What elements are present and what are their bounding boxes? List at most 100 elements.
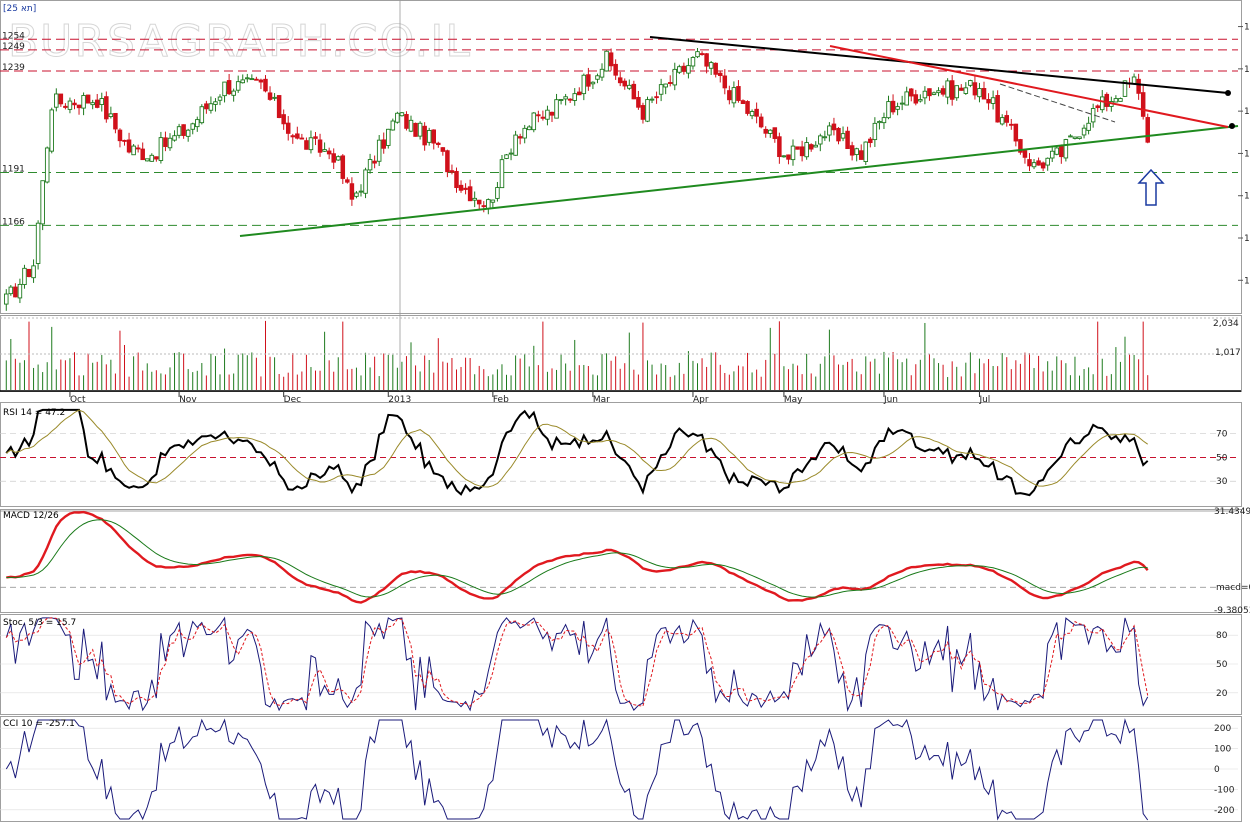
candle-body: [608, 52, 614, 67]
candle-body: [172, 135, 177, 141]
level-label-1239: 1239: [2, 63, 25, 73]
candle-body: [918, 99, 923, 102]
candle-body: [722, 75, 728, 89]
price-tick-label: 1,260: [1244, 23, 1250, 33]
macd-line: [6, 510, 1149, 604]
candle-body: [495, 187, 500, 199]
candle-body: [690, 57, 696, 67]
candle-body: [1095, 105, 1100, 109]
candle-body: [1104, 93, 1110, 107]
stoch-d-line: [5, 617, 1149, 707]
candle-body: [695, 51, 700, 58]
candle-body: [627, 84, 632, 89]
month-label: Apr: [693, 395, 709, 405]
candle-body: [1099, 96, 1105, 111]
candle-body: [904, 91, 909, 106]
volume-tick-label: 2,034: [1213, 319, 1239, 329]
candle-body: [931, 92, 937, 95]
candle-body: [622, 80, 628, 87]
candle-body: [390, 120, 396, 131]
candle-body: [699, 53, 705, 56]
candle-body: [122, 139, 127, 142]
candle-body: [586, 74, 591, 87]
price-tick-label: 1,140: [1244, 276, 1250, 286]
candle-body: [968, 80, 973, 86]
candle-body: [595, 75, 600, 80]
panel-frame: [0, 402, 1242, 507]
level-label-1166: 1166: [2, 217, 25, 227]
candle-body: [199, 106, 205, 124]
candle-body: [808, 144, 814, 150]
rsi-title: RSI 14 = 47.2: [3, 408, 65, 418]
candle-body: [877, 121, 882, 124]
candle-body: [899, 102, 905, 105]
candle-body: [604, 50, 609, 72]
candle-body: [431, 129, 437, 144]
candle-body: [1136, 78, 1141, 94]
candle-body: [336, 156, 341, 161]
candle-body: [1054, 147, 1060, 155]
macd-tick-label: 31.4349: [1214, 507, 1250, 517]
candle-body: [1018, 139, 1023, 153]
candle-body: [1040, 162, 1046, 169]
candle-body: [836, 127, 841, 142]
candle-body: [713, 62, 718, 75]
candle-body: [886, 101, 891, 119]
candle-body: [1113, 98, 1119, 103]
rsi-tick-label: 30: [1216, 477, 1228, 487]
candle-body: [1140, 92, 1146, 117]
candle-body: [54, 93, 59, 108]
candle-body: [554, 99, 559, 119]
cci-tick-label: 200: [1214, 724, 1231, 734]
candle-body: [285, 122, 291, 134]
candle-body: [972, 82, 978, 96]
candle-body: [245, 77, 250, 80]
candle-body: [540, 116, 546, 119]
candle-body: [35, 222, 41, 264]
candle-body: [858, 150, 864, 160]
candle-body: [449, 170, 455, 173]
candle-body: [108, 113, 114, 118]
candle-body: [613, 63, 618, 76]
candle-body: [240, 79, 245, 84]
candle-body: [936, 90, 941, 94]
macd-signal-line: [6, 519, 1148, 598]
candle-body: [840, 133, 846, 139]
candle-body: [363, 169, 368, 194]
candle-body: [463, 187, 468, 190]
candle-body: [881, 117, 887, 124]
candle-body: [1063, 139, 1069, 159]
candle-body: [1059, 145, 1064, 158]
candle-body: [340, 155, 346, 179]
candle-body: [1131, 76, 1137, 85]
candle-body: [13, 286, 18, 298]
candle-body: [272, 96, 277, 99]
candle-body: [504, 154, 509, 159]
candle-body: [999, 117, 1005, 125]
trendline-endpoint: [1229, 123, 1235, 129]
candle-body: [235, 81, 241, 91]
macd-title: MACD 12/26: [3, 511, 59, 521]
level-label-1249: 1249: [2, 42, 25, 52]
candle-body: [413, 122, 418, 137]
candle-body: [1118, 98, 1123, 102]
candle-body: [681, 65, 687, 72]
candle-body: [472, 197, 477, 201]
candle-body: [763, 128, 768, 134]
candle-body: [1031, 162, 1037, 168]
candle-body: [422, 125, 427, 146]
candle-body: [827, 125, 832, 136]
candle-body: [508, 152, 514, 155]
candle-body: [1077, 136, 1082, 139]
macd-tick-label: macd=0: [1216, 583, 1250, 593]
cci-line: [5, 718, 1149, 821]
candle-body: [458, 184, 464, 191]
candle-body: [213, 101, 218, 105]
level-label-1191: 1191: [2, 164, 25, 174]
candle-body: [349, 183, 355, 200]
candle-body: [104, 96, 109, 120]
rsi-line: [5, 408, 1149, 497]
candle-body: [749, 111, 755, 117]
